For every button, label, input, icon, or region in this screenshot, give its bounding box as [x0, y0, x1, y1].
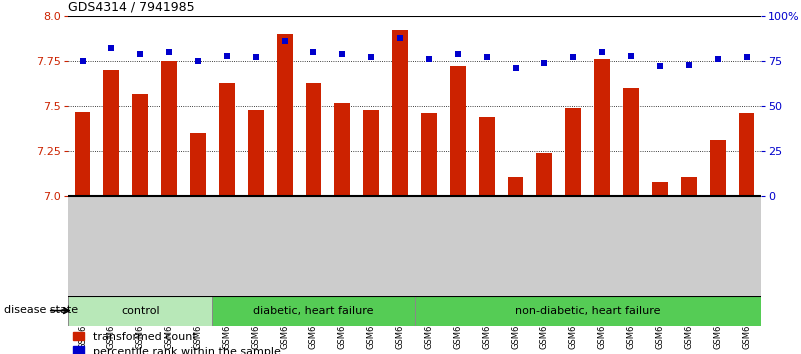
- Point: [567, 55, 580, 60]
- Bar: [305, 83, 321, 196]
- Bar: [74, 112, 91, 196]
- Bar: [566, 108, 582, 196]
- Point: [76, 58, 89, 64]
- Text: GDS4314 / 7941985: GDS4314 / 7941985: [68, 0, 195, 13]
- Point: [134, 51, 147, 57]
- Bar: [212, 296, 415, 326]
- Point: [105, 46, 118, 51]
- Point: [682, 62, 695, 68]
- Bar: [392, 30, 408, 196]
- Bar: [415, 296, 761, 326]
- Bar: [739, 113, 755, 196]
- Bar: [681, 177, 697, 196]
- Point: [596, 49, 609, 55]
- Point: [423, 56, 436, 62]
- Point: [191, 58, 204, 64]
- Point: [509, 65, 522, 71]
- Bar: [364, 110, 379, 196]
- Bar: [161, 61, 177, 196]
- Legend: transformed count, percentile rank within the sample: transformed count, percentile rank withi…: [68, 327, 285, 354]
- Point: [249, 55, 262, 60]
- Point: [711, 56, 724, 62]
- Point: [163, 49, 175, 55]
- Bar: [710, 141, 726, 196]
- Bar: [479, 117, 495, 196]
- Bar: [219, 83, 235, 196]
- Point: [740, 55, 753, 60]
- Bar: [276, 34, 292, 196]
- Text: disease state: disease state: [4, 305, 78, 315]
- Bar: [652, 182, 668, 196]
- Point: [364, 55, 377, 60]
- Bar: [132, 93, 148, 196]
- Bar: [594, 59, 610, 196]
- Point: [336, 51, 348, 57]
- Bar: [248, 110, 264, 196]
- Text: non-diabetic, heart failure: non-diabetic, heart failure: [515, 306, 661, 316]
- Point: [538, 60, 551, 66]
- Bar: [103, 70, 119, 196]
- Bar: [537, 153, 553, 196]
- Bar: [421, 113, 437, 196]
- Bar: [508, 177, 524, 196]
- Point: [625, 53, 638, 58]
- Bar: [190, 133, 206, 196]
- Bar: [450, 67, 465, 196]
- Point: [393, 35, 406, 40]
- Text: control: control: [121, 306, 159, 316]
- Bar: [68, 296, 212, 326]
- Point: [452, 51, 465, 57]
- Text: diabetic, heart failure: diabetic, heart failure: [253, 306, 374, 316]
- Point: [307, 49, 320, 55]
- Point: [278, 38, 291, 44]
- Bar: [68, 196, 761, 296]
- Point: [654, 64, 666, 69]
- Point: [481, 55, 493, 60]
- Bar: [623, 88, 639, 196]
- Point: [220, 53, 233, 58]
- Bar: [334, 103, 350, 196]
